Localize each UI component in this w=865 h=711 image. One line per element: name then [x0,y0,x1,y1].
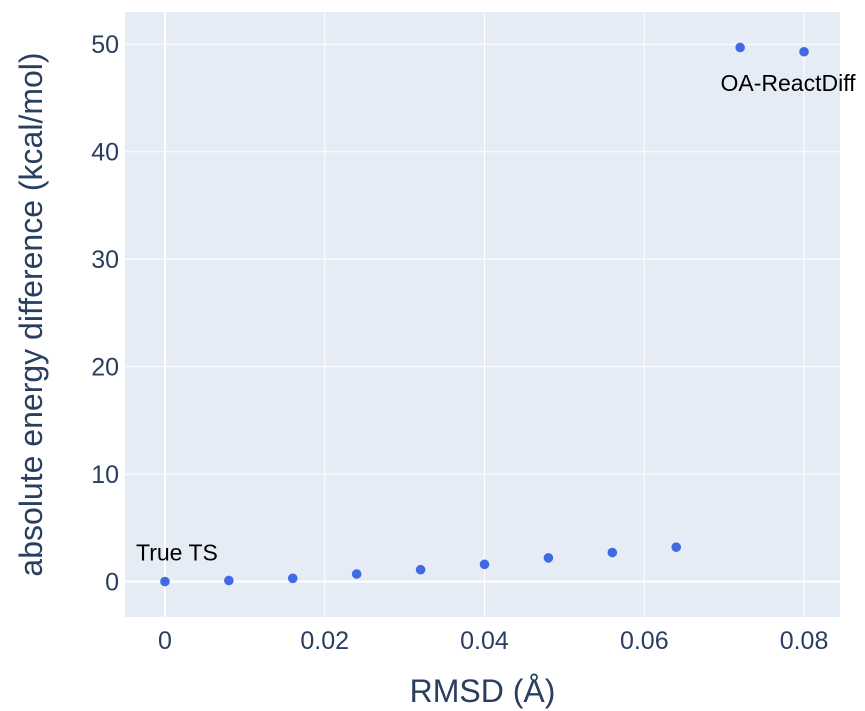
data-points [160,42,809,587]
x-tick-label: 0.06 [620,627,669,655]
x-axis-title: RMSD (Å) [410,673,556,709]
data-point [479,559,490,570]
y-tick-label: 50 [91,31,119,59]
x-tick-label: 0.04 [460,627,509,655]
y-tick-label: 0 [105,569,119,597]
x-tick-label: 0.08 [780,627,829,655]
y-tick-label: 10 [91,461,119,489]
data-point [415,564,426,575]
data-point [224,575,234,586]
annotations: True TS OA-ReactDiff [136,70,856,566]
data-point [607,547,618,558]
x-tick-label: 0 [158,627,172,655]
annotation-true-ts: True TS [136,540,218,566]
data-point [799,46,809,57]
plot-area [125,12,840,617]
data-point [543,553,554,563]
data-point [160,576,170,587]
tick-labels: 0 0.02 0.04 0.06 0.08 0 10 20 30 40 50 [91,31,828,655]
y-axis-title: absolute energy difference (kcal/mol) [13,52,49,576]
data-point [287,573,298,584]
data-point [351,569,362,579]
y-tick-label: 20 [91,354,119,382]
y-tick-label: 30 [91,246,119,274]
grid-lines [125,12,840,617]
x-tick-label: 0.02 [300,627,349,655]
data-point [671,542,682,552]
data-point [735,42,745,53]
annotation-oa-reactdiff: OA-ReactDiff [721,70,857,96]
y-tick-label: 40 [91,139,119,167]
